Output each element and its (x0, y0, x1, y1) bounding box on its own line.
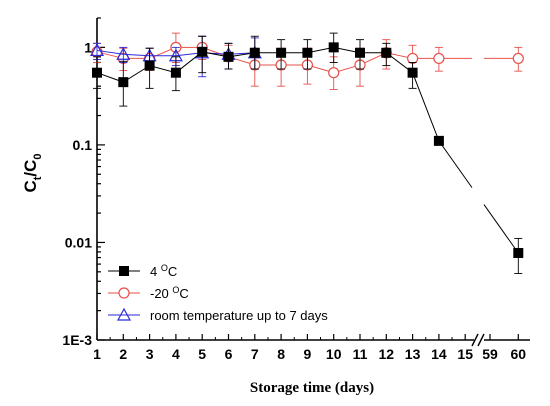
x-tick-label: 3 (146, 346, 154, 362)
legend-label-sup: O (161, 263, 168, 273)
x-tick-label: 60 (511, 346, 527, 362)
y-axis-title-sep: /C (21, 160, 40, 177)
legend-label: -20 OC (150, 285, 189, 301)
series-layer (89, 32, 524, 274)
legend-item-1: -20 OC (108, 285, 189, 301)
x-tick-label: 9 (304, 346, 312, 362)
axis-break-gap (474, 334, 484, 346)
axis-break-mark (471, 333, 479, 347)
data-point (223, 51, 234, 62)
x-tick-label: 59 (482, 346, 498, 362)
y-tick-label: 1E-3 (62, 332, 92, 348)
x-axis-title: Storage time (days) (250, 380, 374, 396)
legend-label-main: -20 (150, 286, 172, 301)
data-point (302, 47, 313, 58)
x-tick-label: 7 (251, 346, 259, 362)
legend-item-0: 4 OC (108, 263, 177, 279)
data-point (407, 67, 418, 78)
y-tick-label: 0.1 (73, 137, 93, 153)
legend-label-unit: C (168, 264, 177, 279)
y-axis-title-sub2: 0 (32, 153, 44, 159)
x-tick-label: 15 (457, 346, 473, 362)
x-tick-label: 12 (379, 346, 395, 362)
data-point (355, 47, 365, 58)
series-line (438, 140, 473, 188)
legend-label-main: 4 (150, 264, 161, 279)
x-tick-label: 2 (119, 346, 127, 362)
data-point (118, 287, 130, 299)
legend-label-main: room temperature up to 7 days (150, 308, 328, 323)
data-point (328, 42, 339, 53)
data-point (381, 47, 392, 58)
data-point (513, 247, 524, 258)
data-point (433, 135, 444, 146)
y-axis-title-main: C (21, 180, 40, 192)
legend-label: room temperature up to 7 days (150, 308, 328, 323)
x-tick-label: 5 (198, 346, 206, 362)
legend-label: 4 OC (150, 263, 177, 279)
legend-item-2: room temperature up to 7 days (108, 307, 328, 323)
x-tick-label: 14 (431, 346, 447, 362)
x-tick-label: 11 (353, 346, 368, 362)
x-tick-label: 6 (225, 346, 233, 362)
x-tick-label: 4 (172, 346, 180, 362)
y-axis-title: Ct/C0 (21, 153, 44, 192)
data-point (119, 266, 129, 276)
x-tick-label: 10 (326, 346, 342, 362)
data-point (170, 67, 181, 78)
x-tick-label: 1 (93, 346, 101, 362)
x-tick-label: 13 (405, 346, 421, 362)
data-point (116, 46, 131, 60)
data-point (328, 67, 340, 79)
data-point (249, 47, 260, 58)
data-point (92, 67, 102, 78)
legend-label-unit: C (179, 286, 188, 301)
series-line (483, 204, 519, 254)
y-axis-title-sub1: t (32, 176, 44, 180)
x-tick-label: 8 (277, 346, 285, 362)
data-point (276, 47, 287, 58)
data-point (116, 307, 132, 321)
data-point (144, 60, 155, 71)
y-tick-label: 1 (84, 39, 92, 55)
series-0 (92, 32, 524, 274)
data-point (89, 43, 105, 57)
data-point (512, 52, 524, 65)
y-tick-label: 0.01 (65, 234, 92, 250)
data-point (118, 77, 129, 88)
data-point (407, 52, 419, 65)
legend-label-sup: O (172, 285, 179, 295)
data-point (197, 46, 208, 57)
axis-break-mark (477, 333, 485, 347)
data-point (433, 52, 445, 65)
